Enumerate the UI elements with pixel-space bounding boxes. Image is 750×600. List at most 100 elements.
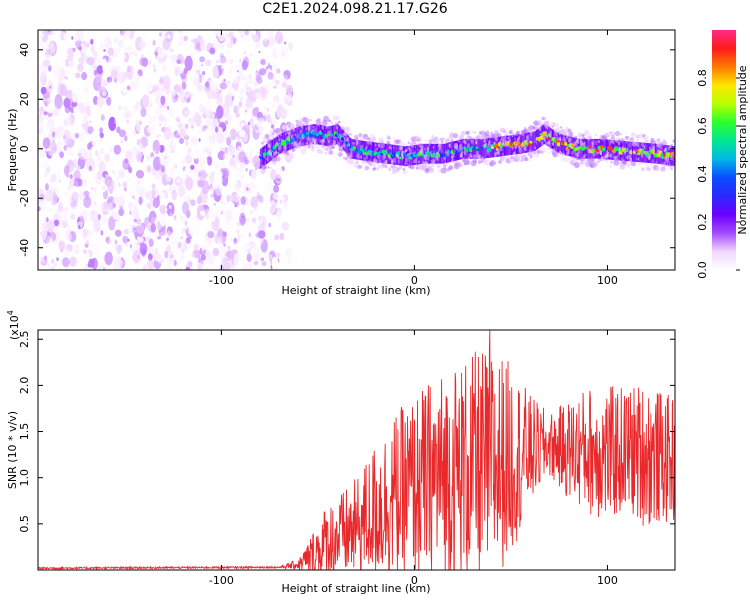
noise-speck (227, 245, 231, 251)
noise-speck (181, 249, 185, 253)
noise-speck (134, 215, 139, 220)
noise-speck (159, 144, 164, 153)
signal-band (484, 138, 486, 159)
noise-speck (92, 258, 95, 262)
signal-halo (461, 130, 467, 136)
signal-halo (275, 156, 281, 162)
noise-speck (201, 77, 204, 82)
noise-speck (268, 200, 277, 215)
noise-speck (190, 96, 196, 105)
signal-peak (546, 137, 550, 141)
signal-halo (638, 133, 645, 139)
noise-speck (136, 218, 142, 225)
noise-speck (109, 93, 113, 99)
signal-halo (661, 140, 668, 147)
noise-speck (229, 145, 236, 156)
signal-band (318, 124, 321, 145)
noise-speck (151, 183, 156, 190)
noise-speck (265, 83, 269, 89)
noise-speck (179, 157, 186, 165)
signal-band (333, 125, 335, 145)
noise-speck (246, 253, 252, 263)
signal-halo (269, 166, 273, 170)
signal-halo (443, 167, 447, 170)
noise-speck (93, 201, 97, 207)
noise-speck (152, 156, 162, 171)
noise-speck (103, 49, 106, 52)
noise-speck (193, 76, 201, 87)
noise-speck (185, 133, 188, 138)
signal-band (438, 143, 441, 164)
signal-peak (466, 149, 469, 153)
noise-speck (73, 169, 81, 182)
colorbar-tick-label: 0.6 (696, 117, 709, 135)
noise-speck (90, 209, 98, 223)
noise-speck (39, 106, 45, 114)
noise-speck (245, 109, 248, 113)
noise-speck (220, 66, 224, 69)
signal-band (466, 138, 468, 159)
noise-speck (244, 102, 249, 110)
noise-speck (61, 127, 64, 130)
noise-speck (85, 210, 90, 217)
noise-speck (228, 133, 232, 139)
noise-speck (141, 33, 149, 44)
noise-speck (233, 237, 238, 245)
signal-halo (574, 135, 578, 139)
signal-halo (503, 129, 507, 134)
noise-speck (234, 106, 241, 113)
noise-speck (96, 163, 100, 167)
noise-speck (131, 195, 136, 200)
noise-speck (221, 247, 227, 255)
signal-halo (413, 141, 417, 145)
noise-speck (250, 196, 259, 208)
spectrogram-ticks: -100 0 100 -40 -20 0 20 40 (18, 30, 675, 287)
noise-speck (50, 267, 55, 270)
noise-speck (38, 121, 43, 131)
noise-speck (58, 209, 64, 217)
noise-speck (202, 175, 206, 180)
noise-speck (38, 115, 44, 125)
noise-speck (253, 80, 258, 87)
noise-speck (84, 31, 91, 39)
noise-speck (209, 112, 216, 120)
noise-speck (226, 194, 234, 202)
signal-peak (380, 152, 383, 156)
signal-peak (421, 153, 425, 157)
noise-speck (245, 168, 248, 172)
snr-marks (38, 330, 675, 570)
noise-speck (117, 73, 123, 81)
noise-speck (185, 266, 191, 270)
noise-speck (46, 235, 52, 245)
noise-speck (90, 131, 98, 139)
noise-speck (126, 119, 129, 124)
signal-halo (608, 164, 613, 168)
noise-speck (97, 156, 101, 162)
noise-speck (104, 251, 113, 266)
noise-speck (219, 53, 224, 59)
noise-speck (285, 110, 288, 115)
signal-halo (282, 125, 286, 129)
signal-band (328, 126, 330, 147)
noise-speck (42, 77, 47, 83)
noise-speck (76, 165, 81, 170)
noise-speck (260, 189, 268, 199)
signal-band (605, 139, 607, 160)
noise-speck (180, 30, 185, 35)
noise-speck (73, 183, 76, 187)
signal-halo (472, 159, 477, 164)
signal-halo (630, 132, 636, 137)
noise-speck (235, 112, 240, 118)
signal-halo (415, 164, 419, 167)
signal-halo (324, 151, 328, 155)
noise-speck (59, 151, 64, 159)
noise-speck (79, 190, 86, 202)
noise-speck (209, 214, 216, 222)
noise-speck (232, 231, 235, 238)
signal-halo (301, 123, 305, 127)
noise-speck (112, 245, 118, 252)
noise-speck (44, 255, 47, 261)
y-tick-label: 2.0 (18, 377, 31, 395)
signal-halo (374, 138, 377, 141)
signal-peak (578, 146, 582, 150)
